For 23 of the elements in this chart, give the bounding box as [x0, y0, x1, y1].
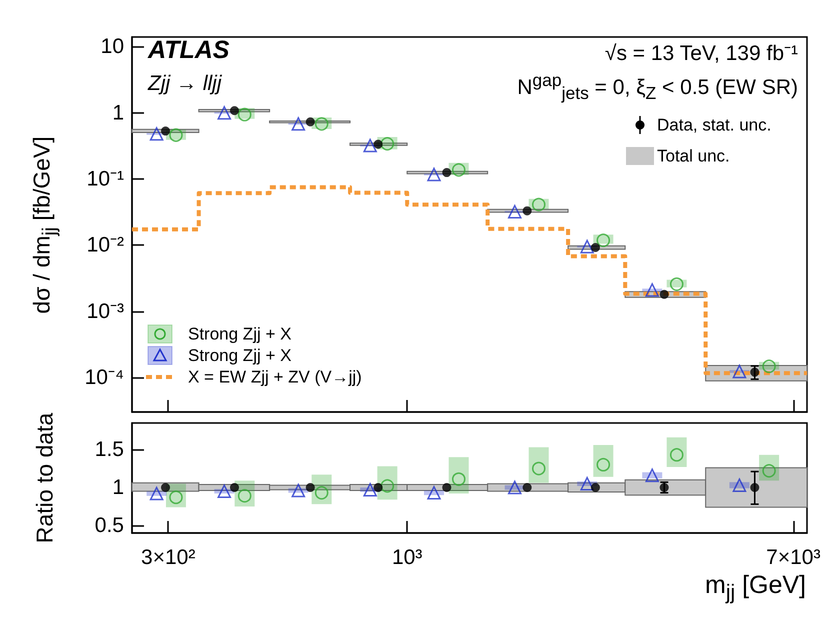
annotation: N$^{gap}$$_{jets}$ = 0, ξ$_{Z}$ < 0.5 (EW SR)	[517, 70, 798, 104]
legend-label: Total unc.	[657, 146, 730, 166]
x-tick-label: 10³	[392, 546, 422, 569]
y-tick-label: 1	[112, 101, 124, 124]
legend-label: Strong Zjj + X	[188, 324, 292, 344]
annotation: Zjj → lljj	[148, 72, 222, 96]
legend-label: Data, stat. unc.	[657, 116, 772, 134]
y-tick-label: 10⁻⁴	[84, 366, 124, 389]
y-tick-label: 10⁻¹	[86, 167, 124, 190]
y-tick-label: 10⁻³	[86, 300, 124, 323]
y-tick-label: 1.5	[94, 438, 124, 462]
x-tick-label: 3×10²	[141, 546, 196, 569]
y-tick-label: 10	[100, 35, 124, 58]
annotation: ATLAS	[148, 36, 230, 65]
y-tick-label: 0.5	[94, 514, 124, 537]
legend-label: Strong Zjj + X	[188, 346, 292, 365]
legend-label: X = EW Zjj + ZV (V→jj)	[188, 368, 362, 386]
y-axis-title: Ratio to data	[32, 412, 58, 544]
x-axis-title: m$_{jj}$ [GeV]	[705, 571, 806, 605]
y-tick-label: 10⁻²	[86, 234, 124, 257]
annotation: √s = 13 TeV, 139 fb⁻¹	[604, 41, 798, 66]
x-tick-label: 7×10³	[766, 546, 820, 569]
y-tick-label: 1	[112, 476, 124, 499]
